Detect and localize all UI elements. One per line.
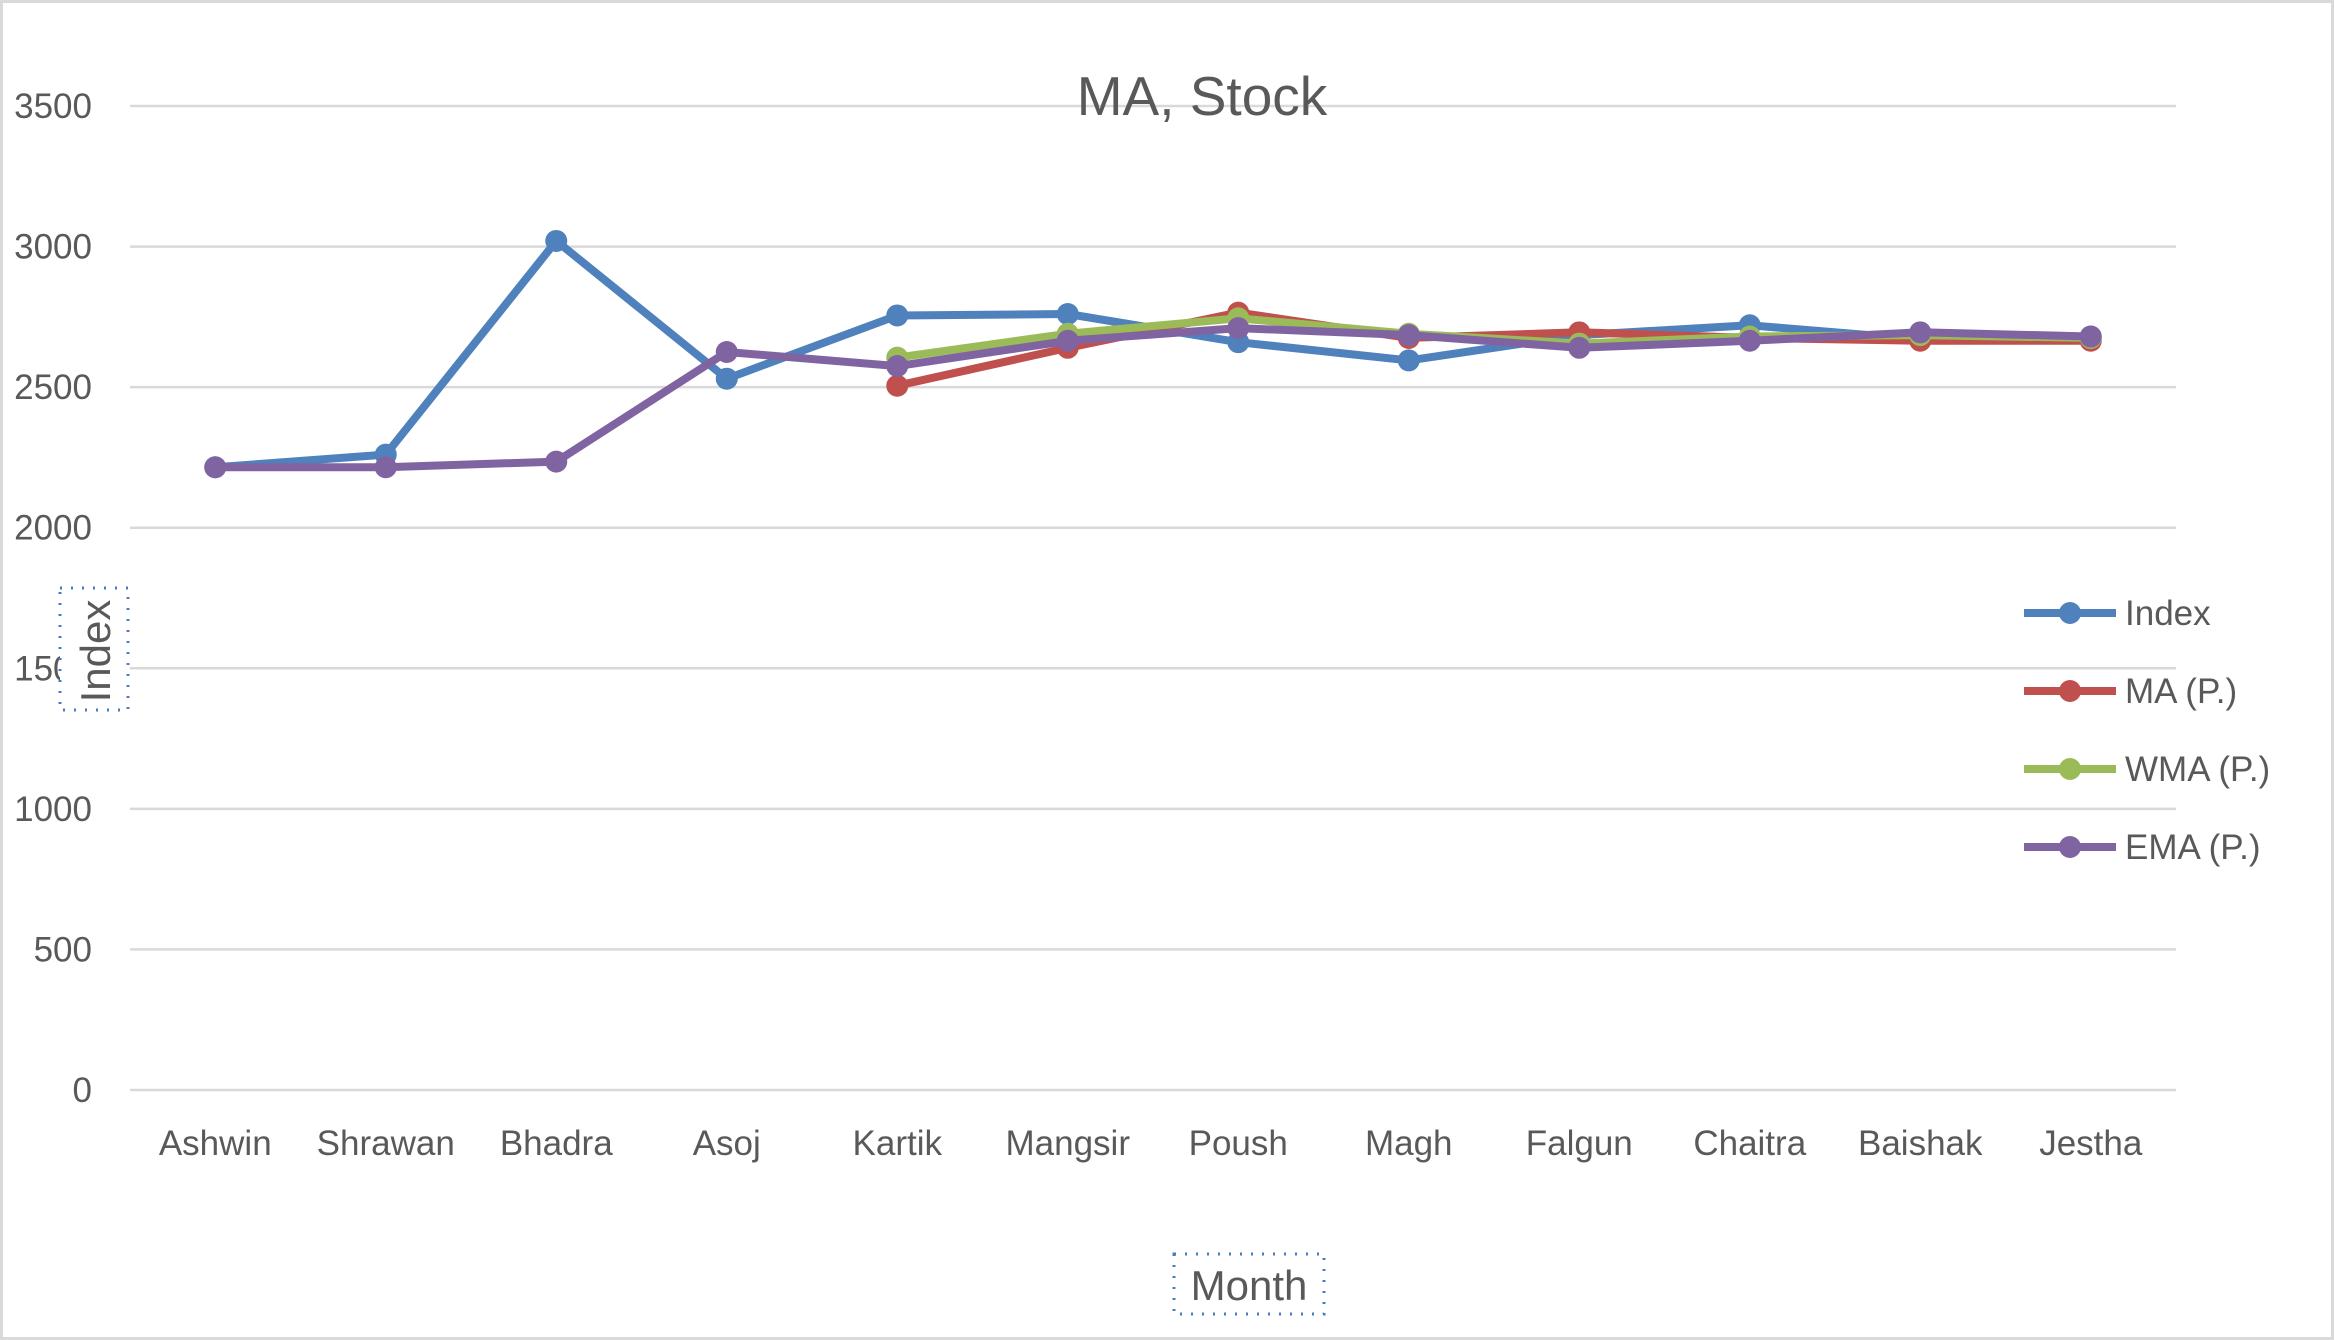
data-point-index xyxy=(545,229,568,252)
x-axis-title: Month xyxy=(1191,1262,1308,1309)
legend-item-ema-p: EMA (P.) xyxy=(2024,828,2261,867)
legend-label: EMA (P.) xyxy=(2125,828,2261,867)
legend-swatch-marker xyxy=(2059,602,2081,624)
chart-title: MA, Stock xyxy=(1077,65,1328,127)
data-point-index xyxy=(886,304,909,327)
series-line-ema-p xyxy=(211,324,2095,472)
x-tick-label: Poush xyxy=(1189,1124,1288,1163)
x-axis-title-box: Month xyxy=(1172,1252,1326,1316)
series-ema-p xyxy=(204,317,2102,479)
y-tick-label: 2500 xyxy=(14,368,92,407)
x-tick-label: Ashwin xyxy=(159,1124,272,1163)
x-tick-label: Mangsir xyxy=(1006,1124,1131,1163)
y-tick-label: 3000 xyxy=(14,228,92,267)
legend-label: Index xyxy=(2125,594,2211,633)
data-point-ema-p xyxy=(886,355,909,378)
y-axis-title-selection xyxy=(58,586,130,712)
legend-swatch-marker xyxy=(2059,758,2081,780)
y-tick-label: 500 xyxy=(34,930,92,969)
legend-label: WMA (P.) xyxy=(2125,750,2270,789)
data-point-ema-p xyxy=(374,456,397,479)
data-point-ema-p xyxy=(1397,324,1420,347)
x-tick-label: Chaitra xyxy=(1693,1124,1806,1163)
y-axis-title: Index xyxy=(72,600,119,703)
legend: Index MA (P.) WMA (P.) EMA (P.) xyxy=(2024,594,2270,867)
legend-item-wma-p: WMA (P.) xyxy=(2024,750,2270,789)
data-point-ema-p xyxy=(715,341,738,363)
data-point-ema-p xyxy=(204,456,227,479)
x-tick-label: Shrawan xyxy=(317,1124,455,1163)
legend-item-index: Index xyxy=(2024,594,2211,633)
data-point-index xyxy=(715,367,738,390)
data-point-index xyxy=(1397,349,1420,372)
data-point-ema-p xyxy=(1227,317,1250,340)
data-point-ema-p xyxy=(1056,329,1079,352)
y-tick-label: 1000 xyxy=(14,790,92,829)
legend-swatch-marker xyxy=(2059,680,2081,702)
data-point-ema-p xyxy=(1738,329,1761,352)
data-point-ema-p xyxy=(2079,325,2102,348)
x-tick-label: Magh xyxy=(1365,1124,1453,1163)
data-point-index xyxy=(1056,303,1079,326)
data-point-ema-p xyxy=(1568,336,1591,359)
series-lines xyxy=(204,229,2102,479)
x-tick-label: Kartik xyxy=(853,1124,943,1163)
x-tick-label: Asoj xyxy=(693,1124,761,1163)
x-tick-label: Bhadra xyxy=(500,1124,613,1163)
y-tick-label: 0 xyxy=(73,1071,92,1110)
y-axis-title-box: Index xyxy=(58,586,130,712)
legend-swatch-marker xyxy=(2059,836,2081,858)
x-tick-label: Falgun xyxy=(1526,1124,1633,1163)
y-tick-label: 3500 xyxy=(14,87,92,126)
data-point-ma-p xyxy=(886,374,909,397)
x-axis-title-selection xyxy=(1172,1252,1326,1316)
legend-label: MA (P.) xyxy=(2125,672,2237,711)
legend-item-ma-p: MA (P.) xyxy=(2024,672,2237,711)
data-point-ema-p xyxy=(1909,321,1932,344)
y-tick-label: 2000 xyxy=(14,509,92,548)
x-axis-ticks: Ashwin Shrawan Bhadra Asoj Kartik Mangsir Pous… xyxy=(159,1124,2143,1163)
data-point-ema-p xyxy=(545,450,568,473)
gridlines xyxy=(130,104,2176,1092)
x-tick-label: Jestha xyxy=(2039,1124,2143,1163)
x-tick-label: Baishak xyxy=(1858,1124,1983,1163)
